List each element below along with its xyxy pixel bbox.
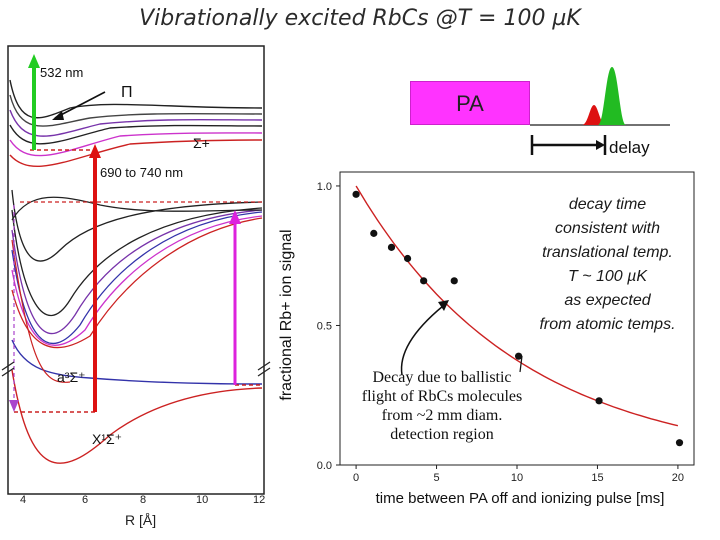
ballistic-line: from ~2 mm diam. <box>381 407 503 424</box>
r-tick: 8 <box>140 494 147 506</box>
curve-upper-4 <box>9 124 263 145</box>
decay-line: from atomic temps. <box>539 316 676 333</box>
laser-690-head <box>89 144 101 158</box>
pointer-left <box>400 305 444 376</box>
curve-upper-6 <box>9 139 263 168</box>
magenta-head <box>229 210 241 224</box>
state-a-label: a³Σ⁺ <box>57 369 86 385</box>
r-axis-label: R [Å] <box>125 512 157 528</box>
x-tick-label: 20 <box>672 472 684 484</box>
delay-arrow-head <box>596 140 605 150</box>
curve-upper-2 <box>9 94 263 127</box>
data-point <box>387 243 396 251</box>
data-point <box>420 277 428 285</box>
pa-pulse: PA <box>410 81 530 125</box>
x-tick-label: 10 <box>511 472 523 484</box>
data-point <box>515 352 523 360</box>
decay-line: T ~ 100 µK <box>567 268 648 285</box>
data-point <box>675 439 684 447</box>
curve-mid-2 <box>11 207 263 317</box>
y-tick-label: 0.5 <box>317 320 332 332</box>
pointer-right <box>519 355 523 373</box>
curve-x-state <box>11 369 263 464</box>
ballistic-line: detection region <box>390 426 494 443</box>
laser-532-label: 532 nm <box>40 65 84 80</box>
pulse-green <box>598 67 626 125</box>
decay-line: decay time <box>568 196 647 213</box>
pi-pointer-head <box>52 111 64 120</box>
r-tick: 12 <box>253 494 266 506</box>
curve-upper-5 <box>9 132 263 157</box>
chart-x-label: time between PA off and ionizing pulse [… <box>375 490 665 507</box>
data-point <box>450 277 458 285</box>
data-point <box>403 254 412 263</box>
delay-label: delay <box>609 138 650 157</box>
laser-532-head <box>28 54 40 68</box>
state-sigma-plus-label: Σ+ <box>193 135 210 151</box>
decay-line: consistent with <box>555 220 660 237</box>
x-tick-label: 15 <box>591 472 603 484</box>
data-point <box>370 229 378 237</box>
r-tick: 4 <box>20 494 27 506</box>
ballistic-line: flight of RbCs molecules <box>361 388 523 405</box>
r-tick: 6 <box>82 494 89 506</box>
curve-mid-4 <box>11 211 263 345</box>
r-tick: 10 <box>196 494 209 506</box>
ballistic-line: Decay due to ballistic <box>372 369 512 386</box>
x-tick-label: 5 <box>433 472 439 484</box>
curve-a-state <box>11 339 263 385</box>
curve-mid-3 <box>11 209 263 335</box>
state-x-label: X¹Σ⁺ <box>92 431 123 447</box>
pi-pointer <box>54 91 106 119</box>
y-tick-label: 1.0 <box>317 181 332 193</box>
axis-breaks <box>1 361 271 377</box>
y-tick-label: 0.0 <box>317 460 332 472</box>
data-point <box>352 190 360 198</box>
middle-curves <box>11 189 263 349</box>
pointer-left-head <box>438 300 449 311</box>
decay-line: translational temp. <box>542 244 673 261</box>
pulse-red <box>582 105 606 125</box>
curve-mid-1 <box>11 189 263 262</box>
upper-curves <box>9 79 263 168</box>
decay-annotation: decay time consistent with translational… <box>515 193 700 337</box>
curve-mid-7 <box>11 196 263 221</box>
fit-curve <box>355 185 679 427</box>
curve-x-inner <box>11 239 71 383</box>
slide-title: Vibrationally excited RbCs @T = 100 µK <box>139 6 581 31</box>
potential-diagram <box>1 45 271 495</box>
chart-y-label: fractional Rb+ ion signal <box>278 229 295 401</box>
decay-head <box>9 400 19 412</box>
laser-690-label: 690 to 740 nm <box>100 165 184 180</box>
state-pi-label: Π <box>121 84 133 101</box>
x-tick-label: 0 <box>353 472 359 484</box>
ballistic-annotation: Decay due to ballistic flight of RbCs mo… <box>340 368 544 444</box>
curve-mid-5 <box>11 215 263 347</box>
curve-upper-3 <box>9 109 263 137</box>
decay-line: as expected <box>564 292 651 309</box>
data-point <box>595 397 603 405</box>
timing-diagram <box>530 67 670 155</box>
